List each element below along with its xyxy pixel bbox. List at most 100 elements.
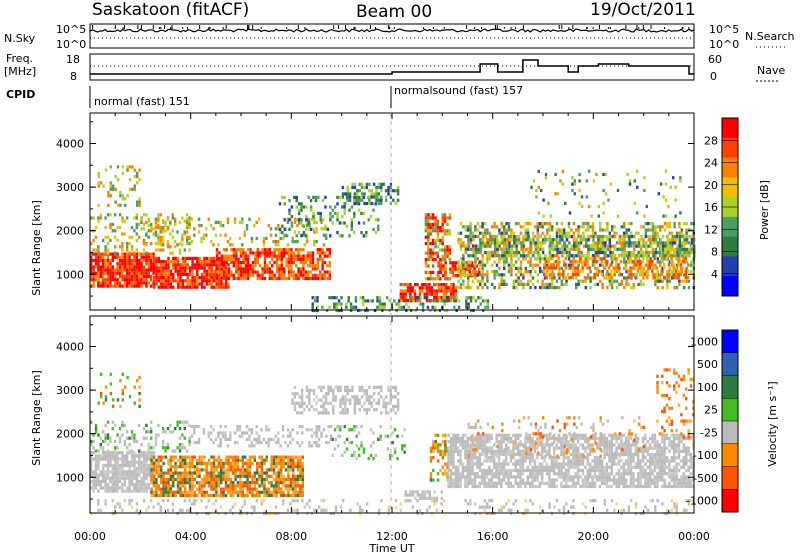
power-cell	[411, 289, 414, 293]
power-cell	[434, 238, 437, 242]
power-cell	[679, 260, 683, 264]
power-cell	[176, 266, 180, 270]
power-cell	[615, 260, 618, 264]
power-cell	[618, 247, 622, 251]
velocity-cell	[183, 436, 186, 440]
power-cell	[428, 292, 431, 296]
power-cell	[106, 281, 110, 285]
power-cell	[237, 276, 240, 281]
velocity-cell	[291, 392, 294, 396]
power-cell	[542, 198, 545, 202]
velocity-cell	[126, 476, 129, 480]
power-cell	[567, 225, 571, 229]
power-cell	[278, 273, 281, 277]
velocity-cell	[118, 463, 122, 468]
power-cell	[613, 279, 616, 283]
velocity-cell	[284, 484, 288, 488]
power-cell	[150, 255, 153, 259]
velocity-cell	[299, 461, 302, 466]
power-cell	[244, 257, 247, 261]
power-cell	[661, 286, 664, 290]
power-cell	[637, 244, 641, 248]
power-cell	[225, 248, 228, 252]
power-cell	[515, 244, 518, 248]
velocity-cell	[109, 439, 112, 443]
power-cell	[563, 244, 566, 248]
velocity-cell	[287, 468, 290, 472]
power-cell	[200, 236, 203, 240]
power-cell	[532, 254, 535, 258]
power-cell	[588, 204, 591, 209]
power-cell	[111, 265, 114, 269]
power-cell	[393, 299, 396, 303]
velocity-cell	[164, 481, 168, 485]
velocity-cell	[246, 461, 249, 466]
power-cell	[555, 244, 559, 248]
power-cell	[256, 251, 259, 255]
power-cell	[619, 272, 623, 276]
power-cell	[223, 270, 226, 274]
power-cell	[439, 258, 442, 262]
velocity-cell	[296, 455, 300, 459]
power-cell	[97, 268, 100, 272]
velocity-cell	[289, 468, 292, 472]
velocity-cell	[179, 481, 182, 485]
power-cell	[513, 238, 516, 242]
velocity-cell	[130, 454, 134, 458]
power-cell	[513, 251, 516, 255]
power-cell	[268, 273, 271, 277]
power-cell	[288, 227, 291, 231]
velocity-cell	[142, 457, 146, 461]
power-cell	[106, 271, 110, 275]
power-cell	[210, 266, 213, 270]
power-cell	[543, 241, 547, 245]
power-cell	[256, 270, 259, 274]
power-cell	[126, 245, 129, 249]
power-cell	[685, 228, 688, 232]
velocity-cell	[286, 444, 290, 448]
power-cell	[106, 258, 110, 263]
power-cell	[150, 265, 153, 269]
power-cell	[312, 215, 315, 219]
velocity-cell	[246, 484, 249, 488]
velocity-cell	[147, 483, 150, 487]
velocity-cell	[179, 490, 182, 494]
velocity-cell	[317, 444, 321, 448]
power-cell	[381, 302, 384, 306]
power-cell	[457, 231, 460, 235]
velocity-cell	[190, 434, 194, 438]
power-cell	[400, 299, 403, 303]
power-cell	[541, 238, 545, 242]
velocity-cell	[135, 467, 138, 471]
velocity-cell	[109, 479, 112, 484]
power-cell	[362, 221, 366, 225]
power-cell	[660, 272, 663, 276]
velocity-cell	[188, 481, 192, 485]
power-cell	[316, 273, 319, 277]
power-cell	[527, 228, 530, 232]
power-cell	[443, 216, 447, 220]
power-cell	[313, 299, 317, 303]
power-cell	[679, 211, 682, 215]
velocity-cell	[272, 487, 276, 491]
velocity-cell	[133, 483, 136, 487]
power-cell	[208, 269, 211, 273]
velocity-cell	[217, 484, 220, 488]
power-cell	[651, 260, 654, 264]
power-cell	[174, 256, 177, 260]
power-cell	[377, 185, 381, 190]
power-cell	[210, 256, 213, 260]
velocity-cell	[265, 425, 268, 429]
velocity-cell	[140, 470, 143, 474]
power-cell	[579, 225, 583, 229]
velocity-cell	[248, 490, 252, 494]
velocity-cell	[248, 437, 251, 441]
velocity-cell	[102, 479, 105, 484]
velocity-cell	[114, 483, 117, 487]
velocity-cell	[270, 465, 273, 469]
power-cell	[600, 272, 603, 276]
velocity-cell	[94, 449, 98, 453]
power-cell	[312, 227, 315, 231]
velocity-cell	[176, 487, 180, 491]
velocity-cell	[196, 481, 199, 485]
